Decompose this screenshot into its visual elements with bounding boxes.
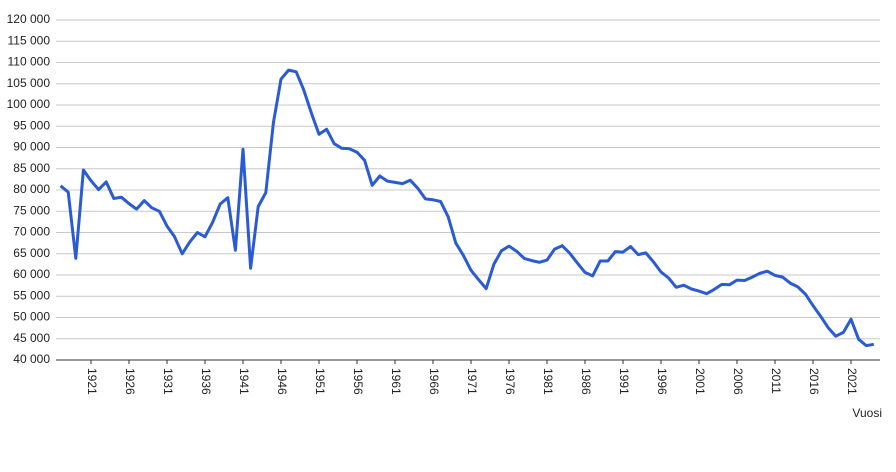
x-tick-label: 1961	[389, 368, 403, 395]
y-tick-label: 85 000	[13, 161, 50, 175]
y-tick-label: 95 000	[13, 118, 50, 132]
y-tick-label: 90 000	[13, 140, 50, 154]
x-tick-label: 1971	[465, 368, 479, 395]
x-tick-label: 2021	[845, 368, 859, 395]
y-tick-label: 75 000	[13, 203, 50, 217]
y-tick-label: 65 000	[13, 246, 50, 260]
x-tick-label: 1946	[275, 368, 289, 395]
x-tick-label: 1991	[617, 368, 631, 395]
y-tick-label: 80 000	[13, 182, 50, 196]
x-tick-label: 1981	[541, 368, 555, 395]
y-tick-label: 55 000	[13, 288, 50, 302]
line	[59, 68, 875, 348]
x-tick-label: 1956	[351, 368, 365, 395]
y-tick-label: 40 000	[13, 352, 50, 366]
y-tick-label: 70 000	[13, 225, 50, 239]
y-tick-label: 60 000	[13, 267, 50, 281]
y-tick-label: 105 000	[7, 76, 51, 90]
x-tick-label: 1986	[579, 368, 593, 395]
x-tick-label: 2006	[731, 368, 745, 395]
x-tick-label: 2011	[769, 368, 783, 394]
x-tick-label: 2016	[807, 368, 821, 395]
x-tick-label: 1941	[237, 368, 251, 395]
y-tick-label: 110 000	[8, 55, 51, 69]
x-tick-label: 1936	[199, 368, 213, 395]
y-tick-label: 100 000	[7, 97, 51, 111]
x-tick-label: 1921	[85, 368, 99, 395]
x-tick-label: 2001	[693, 368, 707, 395]
x-tick-label: 1926	[123, 368, 137, 395]
y-tick-label: 50 000	[13, 310, 50, 324]
x-tick-label: 1951	[313, 368, 327, 395]
x-tick-label: 1966	[427, 368, 441, 395]
x-axis-label: Vuosi	[852, 406, 882, 420]
y-tick-label: 45 000	[13, 331, 50, 345]
x-tick-label: 1996	[655, 368, 669, 395]
y-tick-label: 115 000	[8, 33, 51, 47]
x-tick-label: 1976	[503, 368, 517, 395]
x-tick-label: 1931	[161, 368, 175, 395]
y-tick-label: 120 000	[7, 12, 51, 26]
